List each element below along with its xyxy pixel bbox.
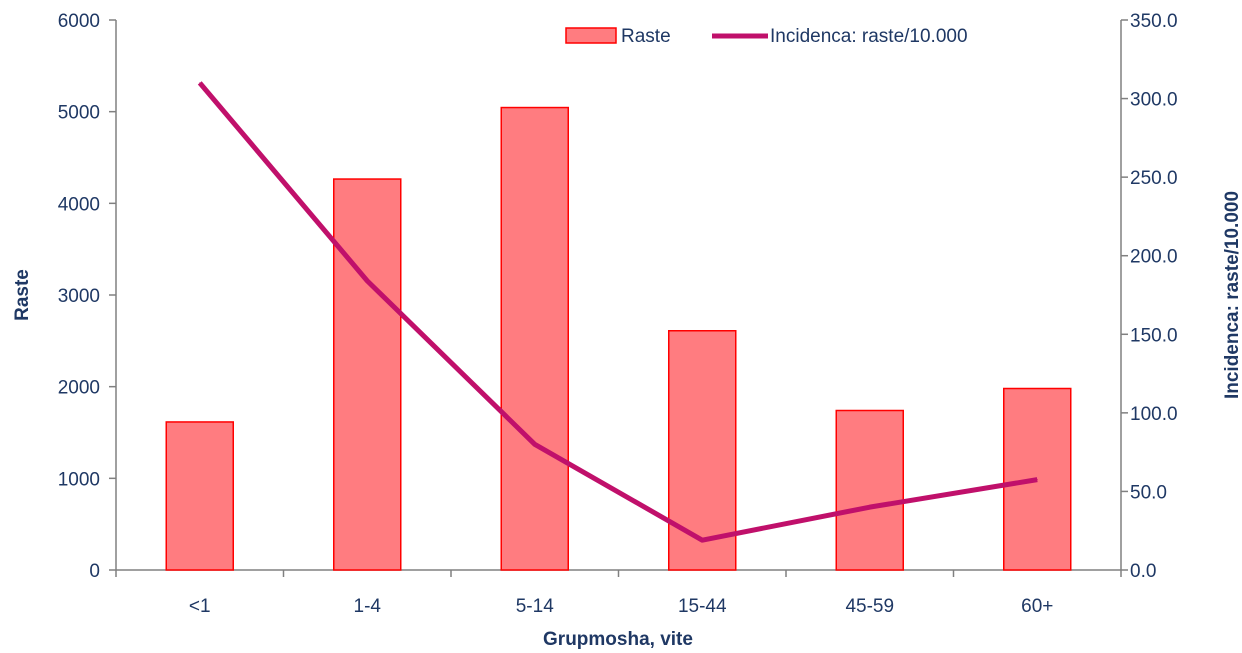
bar-<1	[165, 421, 234, 571]
right-y-tick-label: 200.0	[1130, 247, 1178, 268]
bar-45-59	[835, 409, 904, 571]
incidence-line	[197, 81, 1038, 543]
right-y-tick-label: 150.0	[1130, 325, 1178, 346]
left-y-tick-label: 4000	[58, 194, 100, 215]
incidence-point-60+	[1036, 479, 1038, 481]
right-y-tick-label: 0.0	[1130, 561, 1156, 582]
left-y-tick-label: 5000	[58, 103, 100, 124]
left-y-tick-label: 6000	[58, 11, 100, 32]
bar-5-14	[500, 106, 569, 571]
x-tick-label: 1-4	[354, 596, 382, 617]
x-tick-label: 45-59	[845, 596, 894, 617]
bar-series	[165, 106, 1072, 571]
bar-1-4	[333, 178, 402, 571]
left-y-tick-label: 0	[89, 561, 100, 582]
incidence-point-<1	[199, 82, 201, 84]
y-axis-title: Raste	[12, 269, 33, 321]
line-series	[197, 81, 1038, 543]
legend: Raste Incidenca: raste/10.000	[565, 26, 968, 47]
right-y-tick-label: 100.0	[1130, 404, 1178, 425]
y2-axis-title: Incidenca: raste/10.000	[1222, 191, 1242, 399]
right-y-tick-label: 250.0	[1130, 168, 1178, 189]
incidence-point-5-14	[534, 443, 536, 445]
x-tick-label: <1	[189, 596, 211, 617]
incidence-point-1-4	[366, 280, 368, 282]
left-y-tick-label: 1000	[58, 469, 100, 490]
left-y-ticks: 0 1000 2000 3000 4000 5000 6000	[58, 11, 116, 582]
x-axis-title: Grupmosha, vite	[543, 629, 693, 650]
right-y-ticks: 0.0 50.0 100.0 150.0 200.0 250.0 300.0 350.0	[1121, 11, 1178, 582]
x-tick-label: 60+	[1021, 596, 1053, 617]
legend-swatch-bar	[565, 27, 617, 44]
incidence-point-15-44	[701, 539, 703, 541]
x-ticks: <1 1-4 5-14 15-44 45-59 60+	[115, 570, 1122, 617]
x-tick-label: 5-14	[516, 596, 554, 617]
left-y-tick-label: 2000	[58, 378, 100, 399]
legend-label-bar: Raste	[621, 26, 671, 47]
left-y-tick-label: 3000	[58, 286, 100, 307]
right-y-tick-label: 50.0	[1130, 482, 1167, 503]
right-y-tick-label: 350.0	[1130, 11, 1178, 32]
right-y-tick-label: 300.0	[1130, 90, 1178, 111]
legend-label-line: Incidenca: raste/10.000	[770, 26, 968, 47]
axes	[115, 20, 1122, 571]
x-tick-label: 15-44	[678, 596, 727, 617]
incidence-point-45-59	[869, 506, 871, 508]
